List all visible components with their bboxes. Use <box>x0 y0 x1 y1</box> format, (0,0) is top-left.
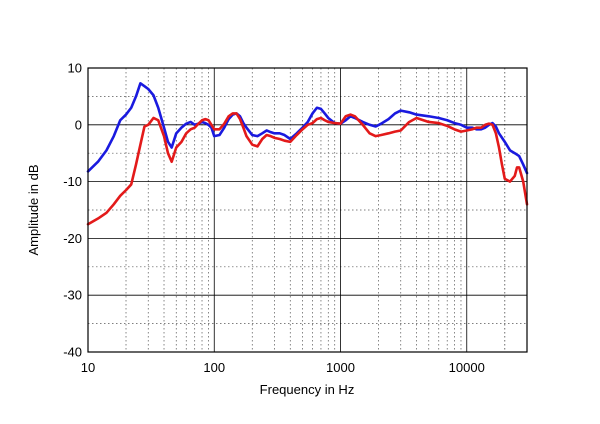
y-tick-label: 0 <box>75 117 82 132</box>
x-tick-label: 10 <box>81 360 95 375</box>
x-tick-label: 1000 <box>326 360 355 375</box>
x-axis-label: Frequency in Hz <box>260 382 355 397</box>
x-tick-label: 100 <box>203 360 225 375</box>
series-line-1 <box>86 82 529 175</box>
y-tick-label: -30 <box>63 288 82 303</box>
y-tick-label: -20 <box>63 231 82 246</box>
y-tick-labels: 10 0 -10 -20 -30 -40 <box>63 61 82 360</box>
plot-frame <box>87 67 528 353</box>
minor-gridlines <box>88 68 528 352</box>
series-layer <box>86 82 529 226</box>
x-tick-label: 10000 <box>449 360 485 375</box>
series-line-2 <box>86 112 529 226</box>
y-tick-label: -10 <box>63 174 82 189</box>
x-tick-labels: 10 100 1000 10000 <box>81 360 485 375</box>
y-tick-label: 10 <box>68 61 82 76</box>
y-tick-label: -40 <box>63 345 82 360</box>
y-axis-label: Amplitude in dB <box>26 164 41 255</box>
